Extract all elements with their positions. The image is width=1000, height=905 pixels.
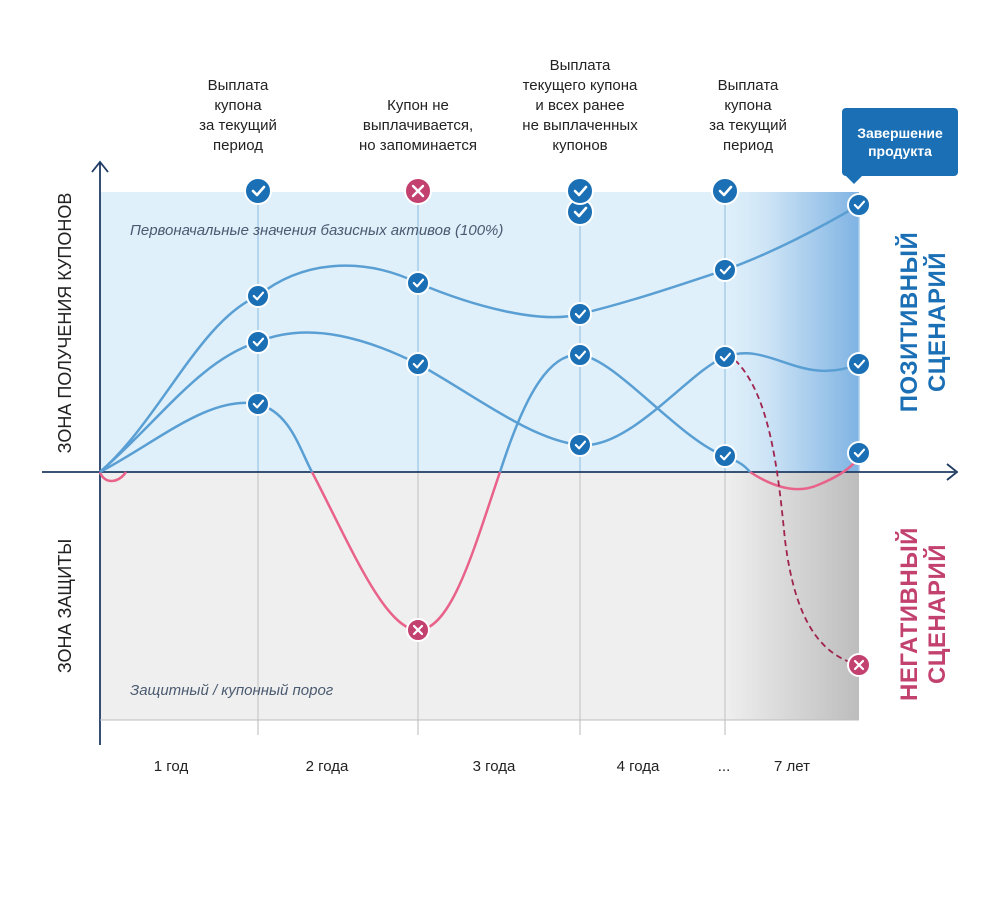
- callout-tail: [846, 176, 862, 184]
- negative-scenario-label: НЕГАТИВНЫЙ СЦЕНАРИЙ: [896, 527, 951, 701]
- curve-cross-markers: [406, 618, 871, 677]
- coupon-zone-gradient: [725, 192, 859, 472]
- x-label-4-years: 4 года: [616, 758, 660, 775]
- axes: [42, 160, 959, 745]
- top-check-marker-1: [244, 177, 272, 205]
- x-label-7-years: 7 лет: [774, 758, 810, 775]
- x-label-ellipsis: ...: [717, 758, 731, 775]
- x-label-3-years: 3 года: [472, 758, 516, 775]
- threshold-note: Защитный / купонный порог: [130, 682, 334, 699]
- curve-check-markers: [246, 193, 871, 468]
- annotation-coupon-paid-accumulated: Выплата текущего купона и всех ранее не …: [522, 57, 638, 154]
- top-check-marker-3a: [566, 177, 594, 205]
- x-label-1-year: 1 год: [153, 758, 189, 775]
- positive-scenario-label: ПОЗИТИВНЫЙ СЦЕНАРИЙ: [896, 231, 951, 413]
- negative-path-end: [749, 461, 856, 491]
- vertical-guides-lower: [257, 472, 726, 735]
- product-completion-callout: Завершение продукта: [842, 108, 958, 176]
- x-label-2-years: 2 года: [305, 758, 349, 775]
- annotation-coupon-not-paid: Купон не выплачивается, но запоминается: [359, 97, 477, 154]
- top-cross-marker: [404, 177, 432, 205]
- coupon-zone-label: ЗОНА ПОЛУЧЕНИЯ КУПОНОВ: [55, 192, 75, 454]
- negative-path-start: [98, 471, 128, 483]
- annotation-coupon-paid-1: Выплата купона за текущий период: [199, 77, 277, 154]
- protection-zone-bg: [100, 472, 725, 720]
- initial-values-note: Первоначальные значения базисных активов…: [130, 222, 504, 239]
- protection-zone-gradient: [725, 472, 859, 720]
- protection-zone-label: ЗОНА ЗАЩИТЫ: [55, 538, 75, 674]
- coupon-zone-bg: [100, 192, 725, 472]
- annotation-coupon-paid-4: Выплата купона за текущий период: [709, 77, 787, 154]
- top-check-marker-4: [711, 177, 739, 205]
